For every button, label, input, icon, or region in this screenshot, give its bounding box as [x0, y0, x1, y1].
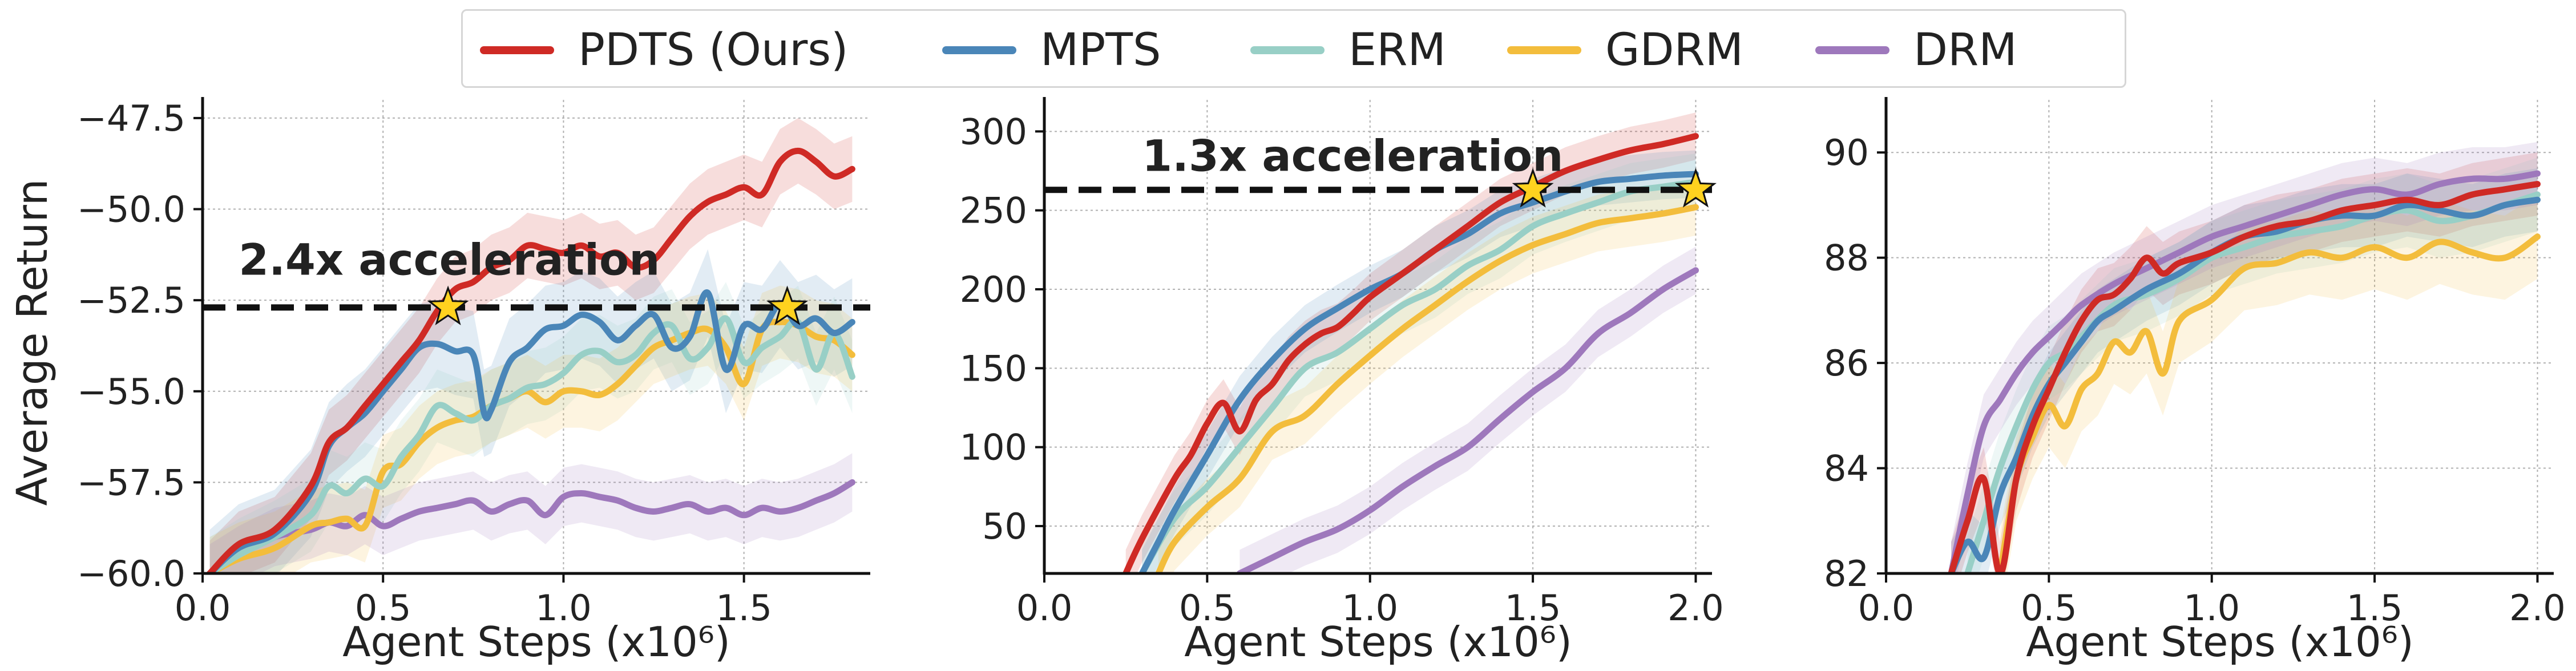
y-tick-label: −47.5	[77, 98, 185, 139]
x-axis-label: Agent Steps (x10⁶)	[1184, 618, 1572, 666]
legend-item: PDTS (Ours)	[480, 11, 848, 90]
chart-panel: 1.3x acceleration 0.0 0.5 1.0 1.5 2.0 50 100 150…	[960, 97, 1724, 666]
star-marker	[1674, 168, 1717, 208]
legend-label: PDTS (Ours)	[578, 25, 849, 76]
plot-area	[1948, 142, 2541, 573]
y-tick-label: −60.0	[77, 553, 185, 595]
series-line	[1948, 170, 2541, 573]
y-tick-label: 150	[960, 347, 1027, 389]
confidence-band	[2000, 195, 2538, 573]
x-axis-label: Agent Steps (x10⁶)	[342, 618, 730, 666]
legend-label: ERM	[1348, 25, 1446, 76]
x-tick-label: 0.0	[1016, 587, 1073, 629]
y-tick-label: 300	[960, 111, 1027, 152]
y-tick-label: 50	[982, 506, 1027, 547]
series-line	[1123, 133, 1699, 573]
x-tick-label: 1.0	[535, 587, 592, 629]
legend-swatch	[480, 46, 554, 54]
y-tick-label: −55.0	[77, 371, 185, 413]
series-line	[1155, 204, 1699, 573]
series-line	[207, 147, 855, 573]
y-tick-label: 100	[960, 427, 1027, 468]
confidence-band	[209, 282, 853, 573]
y-tick-label: −50.0	[77, 189, 185, 231]
legend-item: GDRM	[1507, 11, 1743, 90]
x-tick-label: 1.5	[2347, 587, 2403, 629]
confidence-band	[1239, 246, 1696, 573]
confidence-band	[1967, 157, 2538, 573]
series-line	[1948, 196, 2541, 573]
y-tick-label: 250	[960, 190, 1027, 232]
legend-swatch	[1815, 46, 1889, 54]
confidence-band	[209, 453, 853, 573]
x-tick-label: 0.5	[2021, 587, 2077, 629]
chart-panel: 2.4x acceleration 0.0 0.5 1.0 1.5 −60.0 −57.5 −…	[8, 97, 870, 666]
y-tick-label: 88	[1824, 237, 1869, 279]
star-marker	[766, 285, 809, 325]
y-tick-label: 86	[1824, 342, 1869, 384]
x-tick-label: 1.5	[716, 587, 772, 629]
legend-item: DRM	[1815, 11, 2017, 90]
x-tick-label: 1.5	[1505, 587, 1561, 629]
series-line	[1236, 267, 1699, 573]
x-tick-label: 2.0	[2509, 587, 2566, 629]
star-marker	[427, 285, 469, 325]
star-marker	[1512, 168, 1554, 208]
y-tick-label: −57.5	[77, 462, 185, 503]
series-line	[1138, 179, 1699, 573]
x-tick-label: 1.0	[2183, 587, 2240, 629]
legend-item: ERM	[1250, 11, 1446, 90]
acceleration-annotation: 2.4x acceleration	[239, 234, 660, 285]
plot-area	[1123, 112, 1699, 573]
x-tick-label: 0.5	[1179, 587, 1235, 629]
acceleration-annotation: 1.3x acceleration	[1142, 131, 1563, 181]
plot-area	[207, 118, 855, 573]
chart-panel: 0.0 0.5 1.0 1.5 2.0 82 84 86 88 90 Agent Steps (x1…	[1824, 97, 2566, 666]
series-line	[1964, 191, 2541, 573]
legend-label: DRM	[1913, 25, 2017, 76]
x-tick-label: 2.0	[1667, 587, 1724, 629]
y-tick-label: 84	[1824, 448, 1869, 490]
legend-swatch	[942, 46, 1016, 54]
series-line	[207, 315, 855, 573]
y-tick-label: −52.5	[77, 280, 185, 321]
x-axis-label: Agent Steps (x10⁶)	[2026, 618, 2414, 666]
confidence-band	[209, 118, 853, 573]
y-tick-label: 82	[1824, 553, 1869, 595]
y-axis-label: Average Return	[8, 179, 57, 506]
legend-label: GDRM	[1605, 25, 1743, 76]
legend: PDTS (Ours) MPTS ERM GDRM DRM	[461, 9, 2126, 88]
x-tick-label: 0.5	[355, 587, 411, 629]
legend-item: MPTS	[942, 11, 1161, 90]
x-tick-label: 0.0	[175, 587, 231, 629]
confidence-band	[1125, 112, 1696, 573]
confidence-band	[1142, 153, 1696, 573]
legend-swatch	[1250, 46, 1325, 54]
series-line	[1997, 233, 2541, 573]
x-tick-label: 1.0	[1342, 587, 1398, 629]
y-tick-label: 200	[960, 269, 1027, 310]
x-tick-label: 0.0	[1858, 587, 1915, 629]
legend-label: MPTS	[1040, 25, 1161, 76]
y-tick-label: 90	[1824, 132, 1869, 173]
legend-swatch	[1507, 46, 1581, 54]
series-line	[1948, 181, 2541, 573]
